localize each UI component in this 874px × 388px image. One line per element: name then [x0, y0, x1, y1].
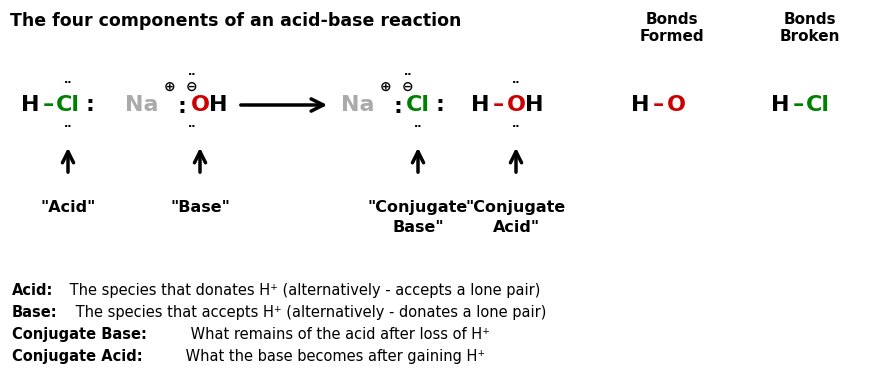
Text: Na: Na [341, 95, 375, 115]
Text: –: – [42, 95, 53, 115]
Text: :: : [435, 95, 445, 115]
Text: ⊕: ⊕ [164, 80, 176, 94]
Text: H: H [471, 95, 489, 115]
Text: H: H [771, 95, 789, 115]
Text: The species that donates H⁺ (alternatively - accepts a lone pair): The species that donates H⁺ (alternative… [66, 283, 541, 298]
Text: O: O [667, 95, 685, 115]
Text: ··: ·· [64, 122, 73, 132]
Text: O: O [507, 95, 525, 115]
Text: ··: ·· [188, 70, 197, 80]
Text: H: H [631, 95, 649, 115]
Text: :: : [177, 97, 186, 117]
Text: Base": Base" [392, 220, 444, 235]
Text: Cl: Cl [406, 95, 430, 115]
Text: Na: Na [125, 95, 159, 115]
Text: Conjugate Base:: Conjugate Base: [12, 327, 147, 342]
Text: –: – [492, 95, 503, 115]
Text: Cl: Cl [806, 95, 830, 115]
Text: H: H [524, 95, 544, 115]
Text: Bonds
Broken: Bonds Broken [780, 12, 840, 44]
Text: ⊕: ⊕ [380, 80, 392, 94]
Text: H: H [209, 95, 227, 115]
Text: Cl: Cl [56, 95, 80, 115]
Text: Conjugate Acid:: Conjugate Acid: [12, 349, 142, 364]
Text: :: : [393, 97, 402, 117]
Text: :: : [86, 95, 94, 115]
Text: What the base becomes after gaining H⁺: What the base becomes after gaining H⁺ [181, 349, 485, 364]
Text: ··: ·· [188, 122, 197, 132]
Text: Acid": Acid" [492, 220, 539, 235]
Text: "Base": "Base" [170, 200, 230, 215]
Text: The species that accepts H⁺ (alternatively - donates a lone pair): The species that accepts H⁺ (alternative… [71, 305, 546, 320]
Text: –: – [793, 95, 803, 115]
Text: O: O [191, 95, 210, 115]
Text: H: H [21, 95, 39, 115]
Text: "Conjugate: "Conjugate [466, 200, 566, 215]
Text: ··: ·· [512, 122, 520, 132]
Text: ··: ·· [404, 70, 413, 80]
Text: ··: ·· [64, 78, 73, 88]
Text: ⊖: ⊖ [402, 80, 413, 94]
Text: ⊖: ⊖ [186, 80, 198, 94]
Text: ··: ·· [413, 122, 422, 132]
Text: What remains of the acid after loss of H⁺: What remains of the acid after loss of H… [186, 327, 490, 342]
Text: The four components of an acid-base reaction: The four components of an acid-base reac… [10, 12, 461, 30]
Text: "Conjugate: "Conjugate [368, 200, 468, 215]
Text: Acid:: Acid: [12, 283, 53, 298]
Text: –: – [652, 95, 663, 115]
Text: Bonds
Formed: Bonds Formed [640, 12, 704, 44]
Text: "Acid": "Acid" [40, 200, 95, 215]
Text: Base:: Base: [12, 305, 58, 320]
Text: ··: ·· [512, 78, 520, 88]
